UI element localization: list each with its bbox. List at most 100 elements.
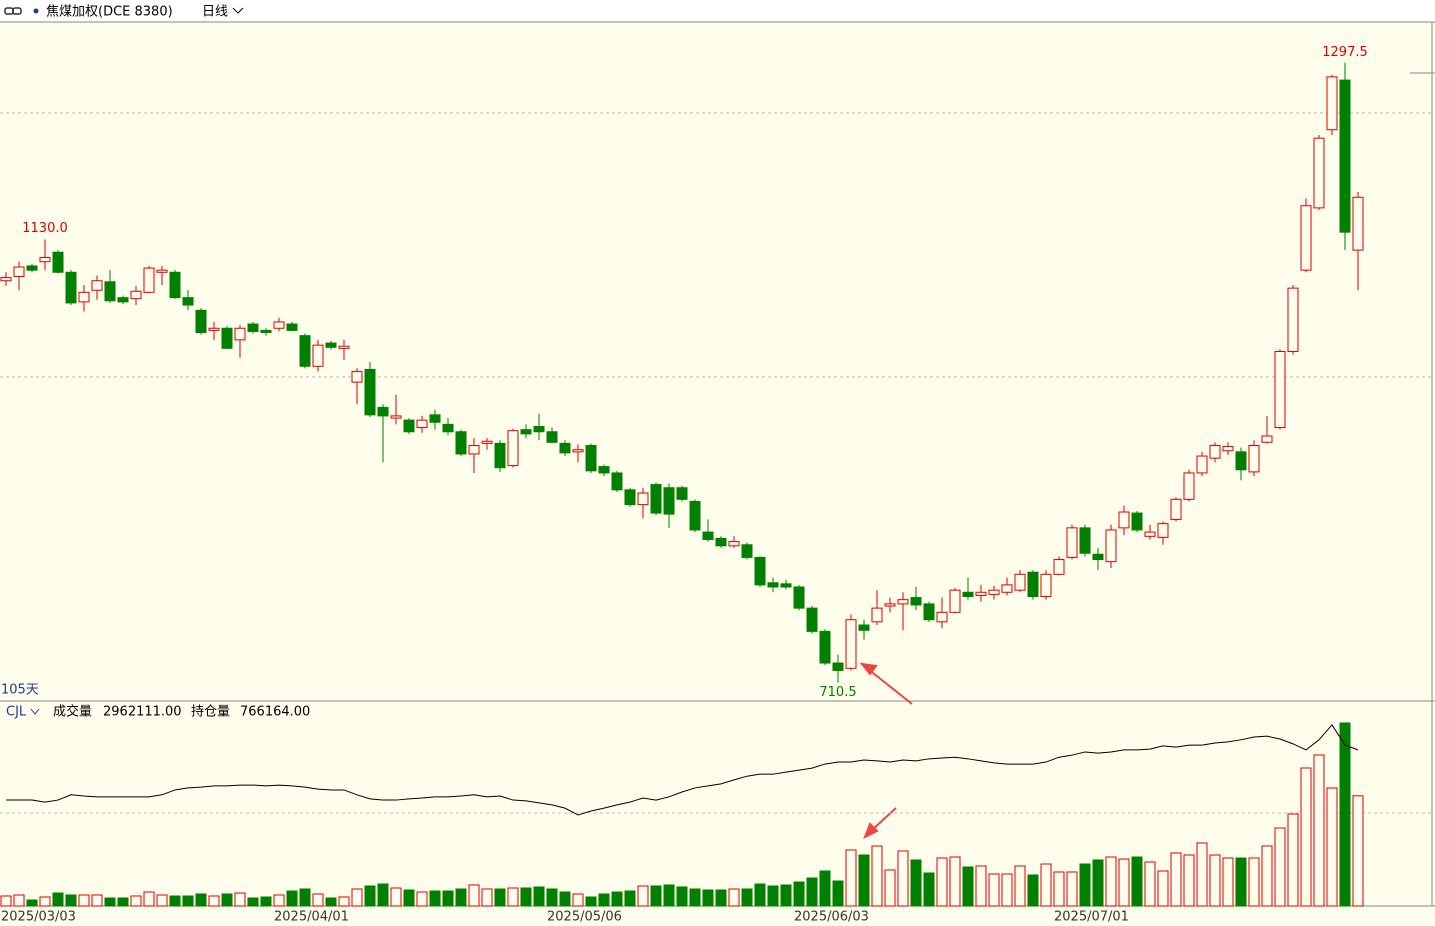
candle-body (1105, 529, 1117, 563)
volume-bar (650, 885, 662, 907)
candle-body (533, 425, 545, 433)
candle-body (1326, 76, 1338, 131)
candle-body (1131, 512, 1143, 531)
candle-body (1092, 553, 1104, 561)
volume-bar (715, 889, 727, 907)
volume-bar (702, 889, 714, 907)
candle-body (78, 291, 90, 303)
volume-bar (468, 884, 480, 907)
volume-bar (455, 888, 467, 907)
volume-bar (1105, 856, 1117, 907)
price-annotation: 1130.0 (22, 221, 68, 236)
candle-body (195, 309, 207, 333)
candle-body (975, 591, 987, 596)
volume-bar (1222, 857, 1234, 907)
volume-bar (936, 857, 948, 907)
candle-body (1157, 523, 1169, 538)
volume-bar (117, 897, 129, 907)
volume-bar (897, 850, 909, 907)
volume-bar (247, 897, 259, 907)
volume-bar (299, 888, 311, 907)
candle-body (338, 345, 350, 349)
indicator-selector[interactable]: CJL (6, 705, 27, 720)
candle-body (1287, 287, 1299, 352)
candle-body (1053, 559, 1065, 575)
candle-body (1235, 451, 1247, 471)
toolbar (0, 0, 1435, 22)
volume-bar (143, 891, 155, 907)
candle-body (923, 603, 935, 621)
volume-bar (1157, 870, 1169, 907)
candle-body (377, 406, 389, 417)
candle-body (1196, 455, 1208, 474)
candle-body (585, 444, 597, 472)
volume-bar (1040, 863, 1052, 907)
volume-bar (13, 894, 25, 907)
instrument-title[interactable]: 焦煤加权(DCE 8380) (46, 4, 173, 20)
volume-bar (130, 895, 142, 907)
candle-body (1170, 498, 1182, 520)
candle-body (572, 449, 584, 453)
volume-bar (806, 877, 818, 907)
volume-bar (169, 895, 181, 907)
period-chevron[interactable] (232, 7, 244, 14)
volume-bar (1196, 842, 1208, 907)
candle-body (689, 500, 701, 531)
volume-bar (351, 888, 363, 907)
x-tick-label: 2025/06/03 (794, 910, 869, 925)
candle-body (273, 321, 285, 329)
volume-bar (0, 895, 12, 907)
volume-bar (390, 887, 402, 907)
volume-bar (949, 856, 961, 907)
volume-bar (1066, 871, 1078, 907)
volume-bar (546, 888, 558, 907)
candle-body (351, 371, 363, 383)
volume-bar (585, 896, 597, 907)
volume-bar (1274, 827, 1286, 907)
volume-bar (910, 859, 922, 907)
indicator-chevron[interactable] (30, 708, 40, 715)
volume-bar (1235, 857, 1247, 907)
candle-body (650, 484, 662, 514)
candle-body (546, 431, 558, 443)
candle-body (949, 589, 961, 613)
candle-body (1261, 435, 1273, 443)
candle-body (1248, 444, 1260, 473)
candle-body (858, 624, 870, 631)
volume-bar (429, 890, 441, 907)
volume-bar (871, 845, 883, 907)
candle-body (884, 603, 896, 607)
x-tick-label: 2025/03/03 (1, 910, 76, 925)
candle-body (520, 429, 532, 435)
candle-body (182, 297, 194, 306)
period-selector[interactable]: 日线 (202, 5, 228, 20)
volume-bar (884, 869, 896, 907)
candle-body (442, 423, 454, 433)
link-icon[interactable] (4, 7, 22, 15)
candle-body (1027, 571, 1039, 598)
volume-bar (520, 887, 532, 907)
annotation-arrow (859, 662, 913, 840)
volume-bar (364, 885, 376, 907)
price-annotation: 710.5 (819, 685, 856, 700)
volume-bar (1183, 854, 1195, 907)
candle-body (741, 544, 753, 558)
candle-body (702, 531, 714, 540)
candle-body (611, 472, 623, 491)
volume-bar (767, 885, 779, 907)
candle-body (1274, 350, 1286, 429)
price-annotation: 1297.5 (1322, 45, 1368, 60)
volume-bar (533, 886, 545, 907)
candle-body (819, 630, 831, 664)
oi-name: 持仓量 (191, 705, 230, 720)
candle-body (910, 597, 922, 606)
x-tick-label: 2025/04/01 (274, 910, 349, 925)
volume-bar (676, 886, 688, 907)
volume-bar (1339, 722, 1351, 907)
candle-body (1001, 584, 1013, 593)
span-label: 105天 (1, 683, 39, 698)
candle-body (676, 487, 688, 500)
volume-bar (663, 884, 675, 907)
volume-bar (325, 897, 337, 907)
